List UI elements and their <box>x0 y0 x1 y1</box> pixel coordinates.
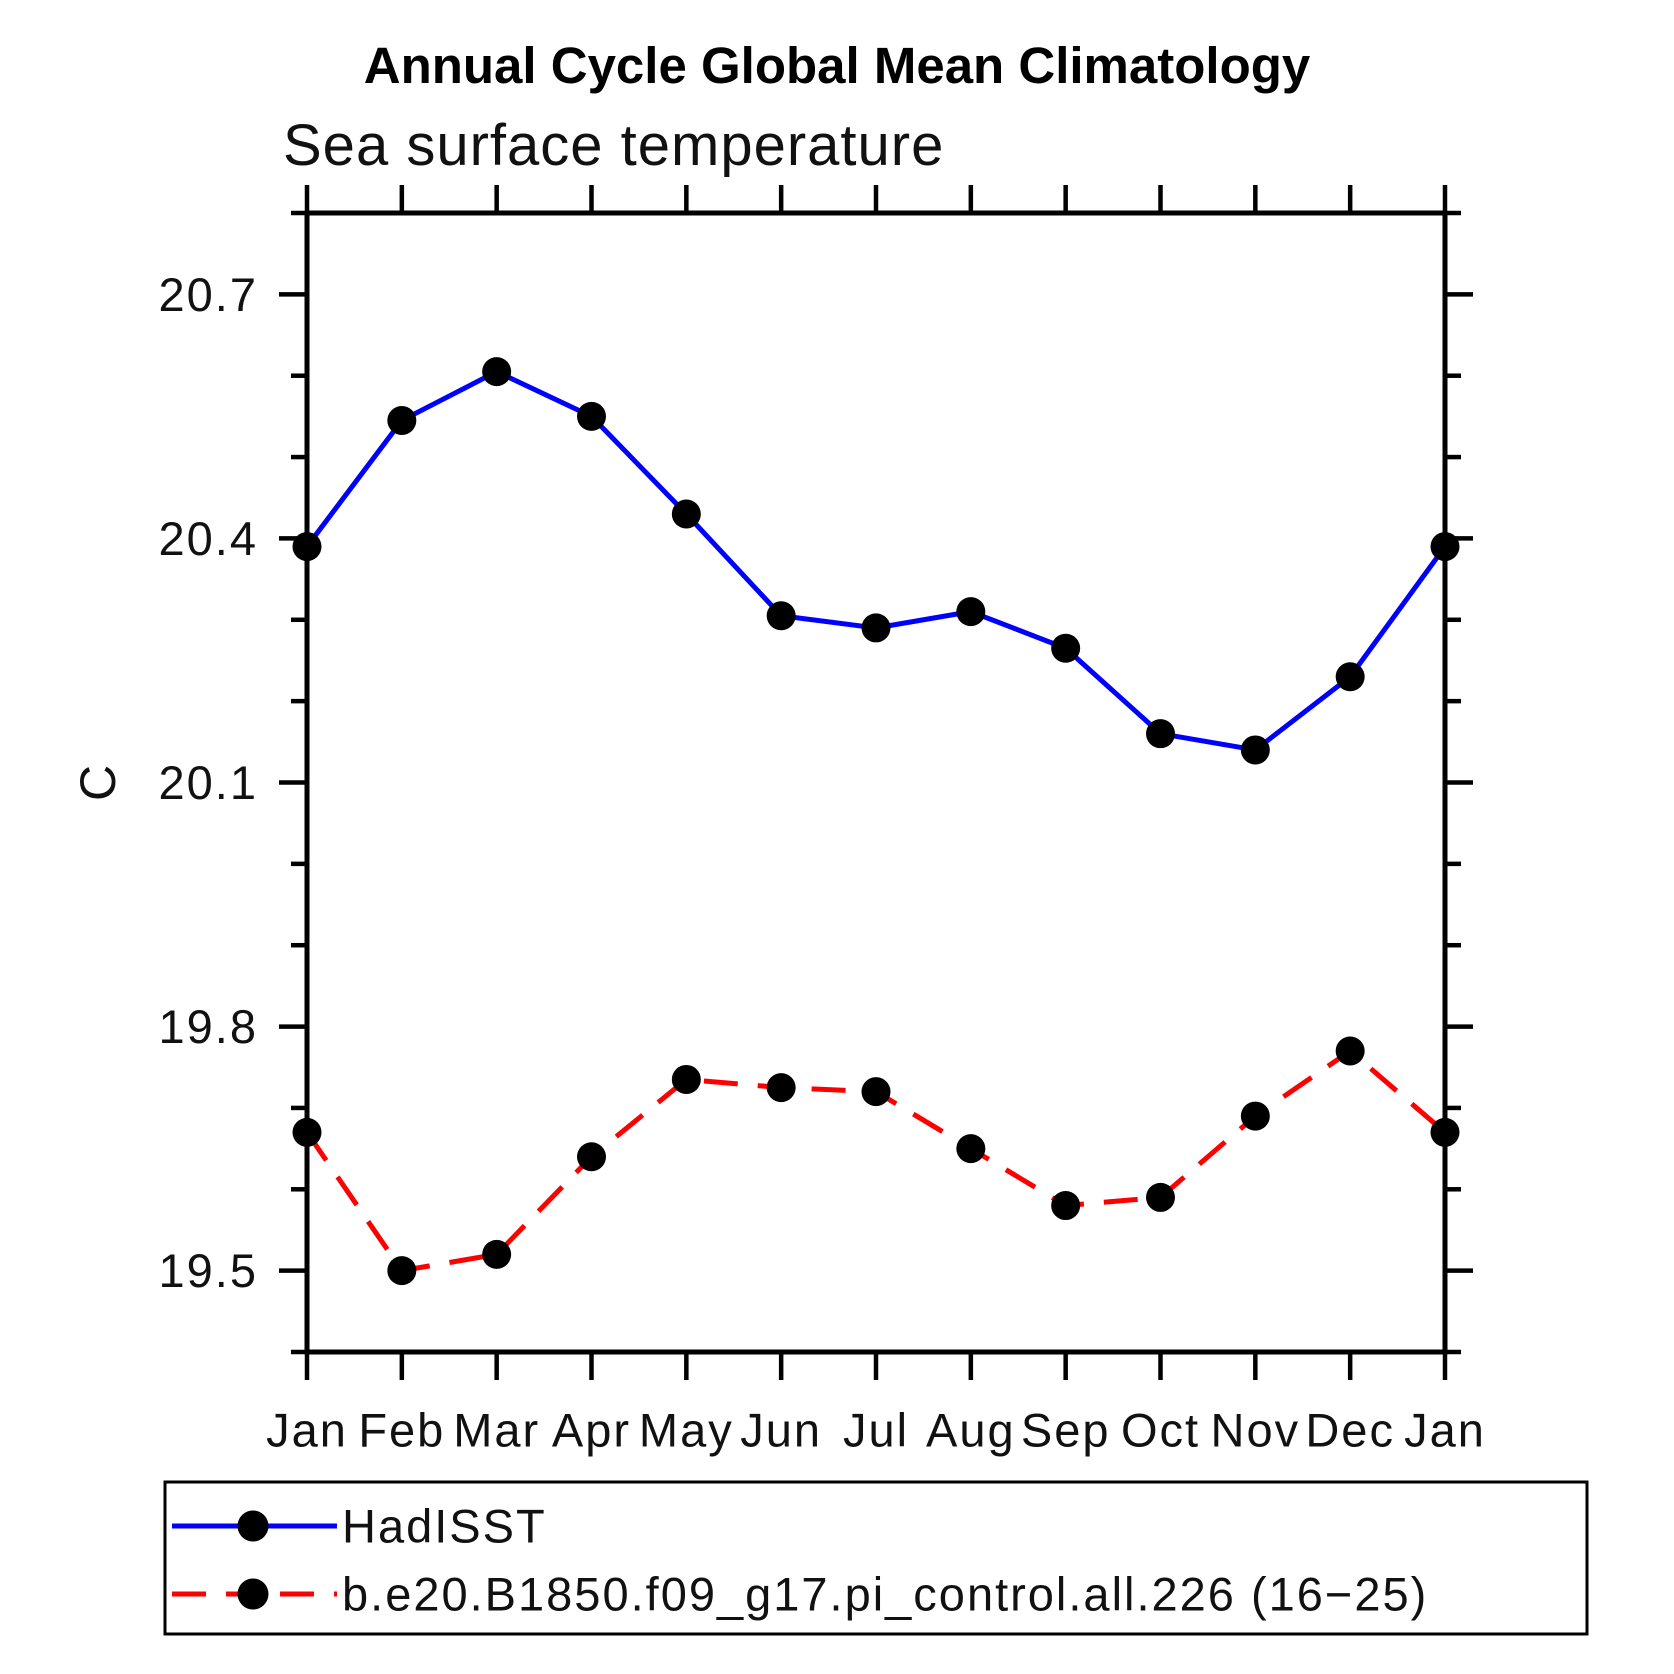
data-point-marker <box>292 1117 322 1147</box>
x-tick-label: Feb <box>358 1404 445 1457</box>
x-tick-label: Jan <box>266 1404 348 1457</box>
data-point-marker <box>766 1073 796 1103</box>
data-point-marker <box>1146 1182 1175 1212</box>
data-point-marker <box>1146 719 1175 749</box>
data-point-marker <box>387 1256 417 1286</box>
x-tick-label: May <box>639 1404 734 1457</box>
data-point-marker <box>1335 1036 1365 1066</box>
y-tick-label: 20.7 <box>159 268 258 321</box>
y-tick-label: 20.1 <box>159 756 258 809</box>
x-tick-label: Nov <box>1211 1404 1301 1457</box>
legend-label: HadISST <box>342 1500 547 1553</box>
data-point-marker <box>1430 1117 1460 1147</box>
data-point-marker <box>292 532 322 562</box>
x-tick-label: Sep <box>1021 1404 1111 1457</box>
data-point-marker <box>671 1064 701 1094</box>
data-point-marker <box>387 405 417 435</box>
data-point-marker <box>671 499 701 529</box>
data-point-marker <box>956 597 986 627</box>
x-tick-label: Aug <box>926 1404 1016 1457</box>
data-point-marker <box>1335 662 1365 692</box>
legend-label: b.e20.B1850.f09_g17.pi_control.all.226 (… <box>342 1568 1428 1621</box>
data-point-marker <box>861 1077 891 1107</box>
legend-marker <box>237 1578 269 1610</box>
x-tick-label: Jul <box>843 1404 909 1457</box>
data-point-marker <box>482 1239 512 1269</box>
data-point-marker <box>1240 1101 1270 1131</box>
data-point-marker <box>482 357 512 387</box>
y-tick-label: 20.4 <box>159 512 258 565</box>
legend-box <box>163 1480 1589 1636</box>
data-point-marker <box>577 401 606 431</box>
y-tick-label: 19.8 <box>159 1000 258 1053</box>
x-tick-label: Jan <box>1404 1404 1486 1457</box>
data-point-marker <box>766 601 796 631</box>
series-line-0 <box>305 369 1448 753</box>
data-point-marker <box>861 613 891 643</box>
legend-marker <box>237 1510 269 1542</box>
x-tick-label: Oct <box>1121 1404 1200 1457</box>
x-tick-label: Jun <box>740 1404 822 1457</box>
x-tick-label: Dec <box>1305 1404 1395 1457</box>
data-point-marker <box>577 1142 606 1172</box>
y-tick-label: 19.5 <box>159 1244 258 1297</box>
data-point-marker <box>1051 1191 1081 1221</box>
x-tick-label: Apr <box>552 1404 631 1457</box>
data-point-marker <box>1430 532 1460 562</box>
chart-subtitle: Sea surface temperature <box>283 113 945 178</box>
data-point-marker <box>956 1134 986 1164</box>
data-point-marker <box>1240 735 1270 765</box>
x-tick-label: Mar <box>453 1404 540 1457</box>
data-point-marker <box>1051 633 1081 663</box>
chart-title: Annual Cycle Global Mean Climatology <box>363 37 1311 94</box>
